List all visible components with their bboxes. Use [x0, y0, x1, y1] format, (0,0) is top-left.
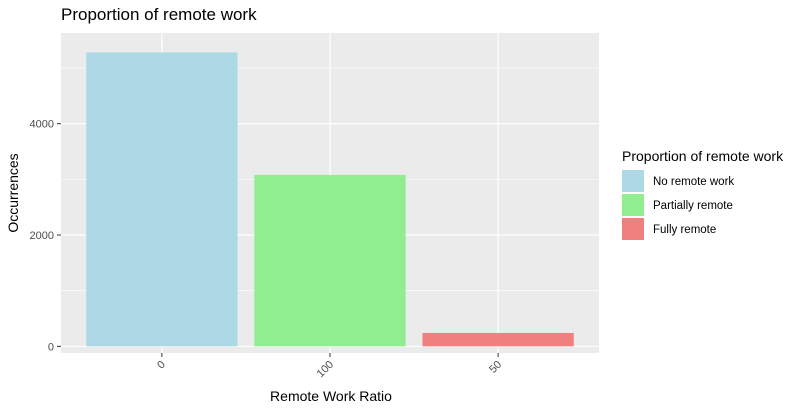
bar-100 [254, 174, 406, 347]
bar-0 [86, 52, 238, 347]
legend-swatch [622, 194, 644, 216]
y-tick-label: 0 [48, 341, 54, 353]
legend: Proportion of remote work No remote work… [622, 148, 784, 240]
legend-swatch [622, 170, 644, 192]
legend-label: Partially remote [653, 200, 733, 212]
y-tick-label: 4000 [30, 119, 54, 131]
y-tick-label: 2000 [30, 230, 54, 242]
legend-swatch [622, 218, 644, 240]
x-axis: 0 100 50 [155, 353, 504, 380]
x-axis-title: Remote Work Ratio [270, 388, 392, 404]
x-tick-label: 100 [315, 359, 336, 380]
x-tick-label: 50 [487, 359, 504, 376]
chart-title: Proportion of remote work [61, 5, 257, 24]
legend-title: Proportion of remote work [622, 148, 784, 164]
legend-label: Fully remote [653, 224, 716, 236]
bar-50 [422, 332, 574, 347]
legend-items: No remote work Partially remote Fully remo… [622, 170, 734, 240]
x-tick-label: 0 [155, 359, 168, 372]
legend-label: No remote work [653, 176, 734, 188]
y-axis-title: Occurrences [5, 153, 21, 232]
bars [86, 52, 574, 347]
y-axis: 0 2000 4000 [30, 119, 61, 353]
